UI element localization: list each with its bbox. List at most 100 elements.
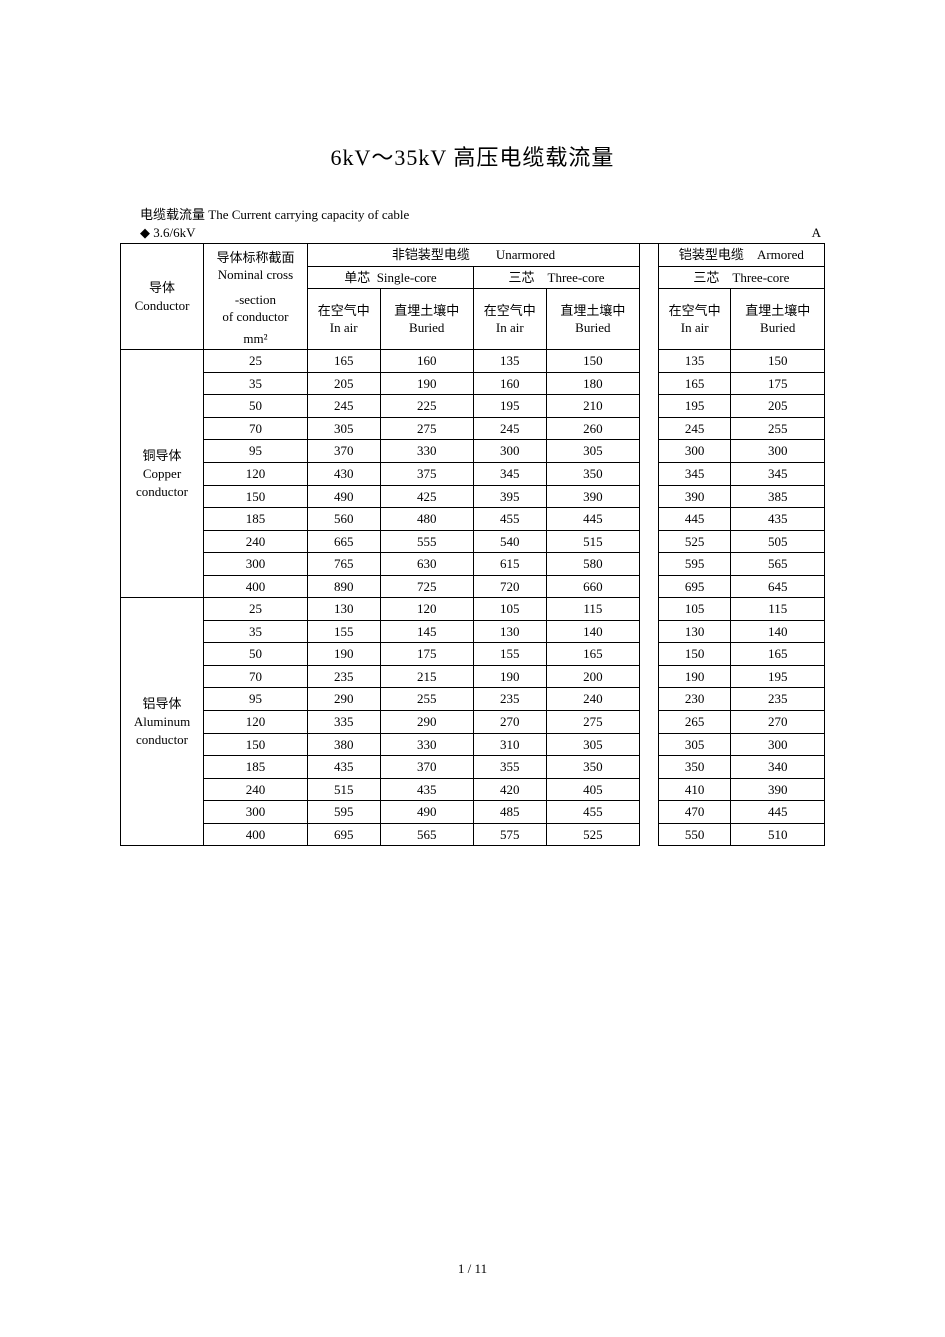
gap-cell bbox=[640, 350, 659, 598]
hdr-section-unit: mm² bbox=[204, 328, 308, 350]
table-row: 400890725720660695645 bbox=[121, 575, 825, 598]
hdr-inair-1: 在空气中 In air bbox=[307, 289, 380, 350]
gap-cell bbox=[640, 266, 659, 289]
value-cell: 470 bbox=[658, 801, 731, 824]
value-cell: 190 bbox=[658, 665, 731, 688]
value-cell: 725 bbox=[380, 575, 473, 598]
value-cell: 335 bbox=[307, 710, 380, 733]
table-caption: 电缆载流量 The Current carrying capacity of c… bbox=[140, 204, 825, 223]
value-cell: 515 bbox=[546, 530, 639, 553]
value-cell: 490 bbox=[307, 485, 380, 508]
gap-cell bbox=[640, 289, 659, 350]
value-cell: 445 bbox=[546, 508, 639, 531]
value-cell: 275 bbox=[380, 417, 473, 440]
value-cell: 665 bbox=[307, 530, 380, 553]
table-row: 150380330310305305300 bbox=[121, 733, 825, 756]
section-cell: 185 bbox=[204, 508, 308, 531]
value-cell: 435 bbox=[731, 508, 825, 531]
value-cell: 550 bbox=[658, 823, 731, 846]
value-cell: 245 bbox=[307, 395, 380, 418]
value-cell: 150 bbox=[546, 350, 639, 373]
value-cell: 210 bbox=[546, 395, 639, 418]
value-cell: 445 bbox=[731, 801, 825, 824]
table-row: 120335290270275265270 bbox=[121, 710, 825, 733]
value-cell: 405 bbox=[546, 778, 639, 801]
value-cell: 615 bbox=[473, 553, 546, 576]
value-cell: 260 bbox=[546, 417, 639, 440]
value-cell: 175 bbox=[380, 643, 473, 666]
table-row: 95290255235240230235 bbox=[121, 688, 825, 711]
section-cell: 400 bbox=[204, 575, 308, 598]
value-cell: 165 bbox=[658, 372, 731, 395]
value-cell: 395 bbox=[473, 485, 546, 508]
value-cell: 425 bbox=[380, 485, 473, 508]
value-cell: 435 bbox=[380, 778, 473, 801]
value-cell: 515 bbox=[307, 778, 380, 801]
voltage-label: 3.6/6kV bbox=[140, 225, 196, 241]
document-title: 6kV～35kV 高压电缆载流量 bbox=[120, 140, 825, 172]
value-cell: 410 bbox=[658, 778, 731, 801]
table-row: 铜导体Copperconductor25165160135150135150 bbox=[121, 350, 825, 373]
value-cell: 385 bbox=[731, 485, 825, 508]
value-cell: 565 bbox=[731, 553, 825, 576]
value-cell: 245 bbox=[658, 417, 731, 440]
section-cell: 50 bbox=[204, 643, 308, 666]
value-cell: 420 bbox=[473, 778, 546, 801]
value-cell: 375 bbox=[380, 462, 473, 485]
section-cell: 35 bbox=[204, 620, 308, 643]
table-row: 185435370355350350340 bbox=[121, 756, 825, 779]
value-cell: 105 bbox=[473, 598, 546, 621]
value-cell: 225 bbox=[380, 395, 473, 418]
value-cell: 390 bbox=[658, 485, 731, 508]
value-cell: 150 bbox=[658, 643, 731, 666]
value-cell: 350 bbox=[658, 756, 731, 779]
value-cell: 245 bbox=[473, 417, 546, 440]
section-cell: 240 bbox=[204, 530, 308, 553]
hdr-armored: 铠装型电缆 Armored bbox=[658, 244, 824, 267]
table-row: 50245225195210195205 bbox=[121, 395, 825, 418]
section-cell: 240 bbox=[204, 778, 308, 801]
section-cell: 25 bbox=[204, 598, 308, 621]
value-cell: 115 bbox=[731, 598, 825, 621]
value-cell: 370 bbox=[380, 756, 473, 779]
value-cell: 340 bbox=[731, 756, 825, 779]
value-cell: 645 bbox=[731, 575, 825, 598]
value-cell: 135 bbox=[473, 350, 546, 373]
section-cell: 300 bbox=[204, 801, 308, 824]
value-cell: 150 bbox=[731, 350, 825, 373]
value-cell: 165 bbox=[731, 643, 825, 666]
value-cell: 165 bbox=[546, 643, 639, 666]
value-cell: 595 bbox=[307, 801, 380, 824]
value-cell: 235 bbox=[307, 665, 380, 688]
section-cell: 70 bbox=[204, 665, 308, 688]
section-cell: 25 bbox=[204, 350, 308, 373]
table-row: 50190175155165150165 bbox=[121, 643, 825, 666]
value-cell: 695 bbox=[658, 575, 731, 598]
value-cell: 130 bbox=[473, 620, 546, 643]
hdr-three-core-1: 三芯 Three-core bbox=[473, 266, 639, 289]
hdr-section-mid: -section of conductor bbox=[204, 289, 308, 328]
value-cell: 175 bbox=[731, 372, 825, 395]
value-cell: 190 bbox=[380, 372, 473, 395]
section-cell: 95 bbox=[204, 440, 308, 463]
value-cell: 490 bbox=[380, 801, 473, 824]
value-cell: 230 bbox=[658, 688, 731, 711]
hdr-inair-3: 在空气中 In air bbox=[658, 289, 731, 350]
conductor-group-label: 铜导体Copperconductor bbox=[121, 350, 204, 598]
value-cell: 540 bbox=[473, 530, 546, 553]
value-cell: 290 bbox=[307, 688, 380, 711]
value-cell: 310 bbox=[473, 733, 546, 756]
value-cell: 370 bbox=[307, 440, 380, 463]
value-cell: 130 bbox=[307, 598, 380, 621]
value-cell: 480 bbox=[380, 508, 473, 531]
value-cell: 300 bbox=[731, 440, 825, 463]
section-cell: 150 bbox=[204, 485, 308, 508]
value-cell: 305 bbox=[546, 733, 639, 756]
value-cell: 205 bbox=[731, 395, 825, 418]
ampacity-table: 导体 Conductor 导体标称截面 Nominal cross 非铠装型电缆… bbox=[120, 243, 825, 846]
value-cell: 240 bbox=[546, 688, 639, 711]
value-cell: 765 bbox=[307, 553, 380, 576]
section-cell: 150 bbox=[204, 733, 308, 756]
value-cell: 135 bbox=[658, 350, 731, 373]
value-cell: 195 bbox=[731, 665, 825, 688]
